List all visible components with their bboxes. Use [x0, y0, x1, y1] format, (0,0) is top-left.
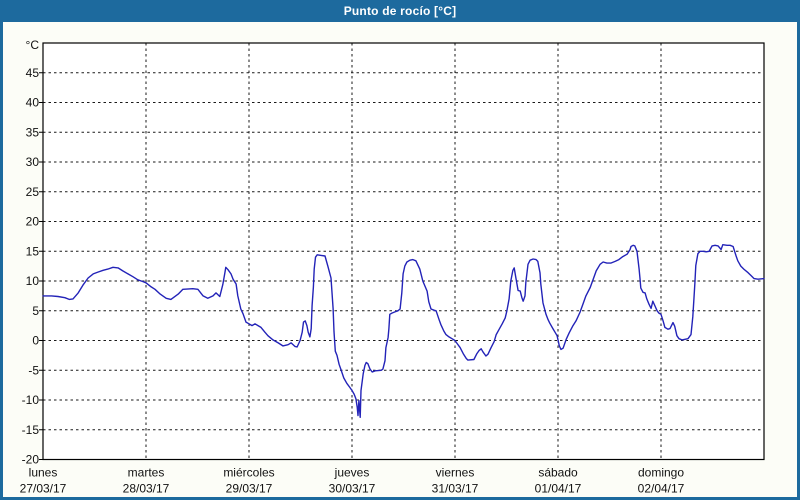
x-day-label: martes [128, 466, 165, 480]
dew-point-chart: -20 -15 -10 -5 0 5 10 15 20 25 30 35 40 45 lunes 27/03/… [20, 38, 765, 496]
y-tick-label: 5 [32, 304, 39, 318]
x-date-label: 27/03/17 [20, 482, 67, 496]
y-tick-label: 20 [26, 215, 40, 229]
y-tick-label: -20 [22, 453, 40, 467]
y-tick-label: 25 [26, 185, 40, 199]
titlebar: Punto de rocío [°C] [0, 0, 800, 22]
dew-point-series-line [42, 243, 765, 418]
x-date-label: 31/03/17 [432, 482, 479, 496]
y-tick-label: 40 [26, 96, 40, 110]
y-tick-label: 0 [32, 334, 39, 348]
x-day-label: domingo [638, 466, 684, 480]
y-tick-label: 30 [26, 155, 40, 169]
plot-frame [42, 42, 765, 461]
x-day-label: lunes [29, 466, 58, 480]
y-tick-label: -15 [22, 423, 40, 437]
x-date-label: 01/04/17 [535, 482, 582, 496]
x-date-label: 29/03/17 [226, 482, 273, 496]
x-date-label: 02/04/17 [638, 482, 685, 496]
x-day-label: sábado [538, 466, 578, 480]
y-tick-label: 10 [26, 274, 40, 288]
page-title: Punto de rocío [°C] [343, 4, 457, 18]
y-axis-unit-label: °C [26, 38, 40, 52]
y-tick-label: 35 [26, 125, 40, 139]
x-day-label: jueves [334, 466, 370, 480]
x-date-label: 28/03/17 [123, 482, 170, 496]
x-day-label: miércoles [223, 466, 274, 480]
y-tick-label: -5 [28, 363, 39, 377]
y-tick-label: 45 [26, 66, 40, 80]
x-day-label: viernes [436, 466, 475, 480]
y-tick-label: -10 [22, 393, 40, 407]
x-date-label: 30/03/17 [329, 482, 376, 496]
y-tick-label: 15 [26, 244, 40, 258]
